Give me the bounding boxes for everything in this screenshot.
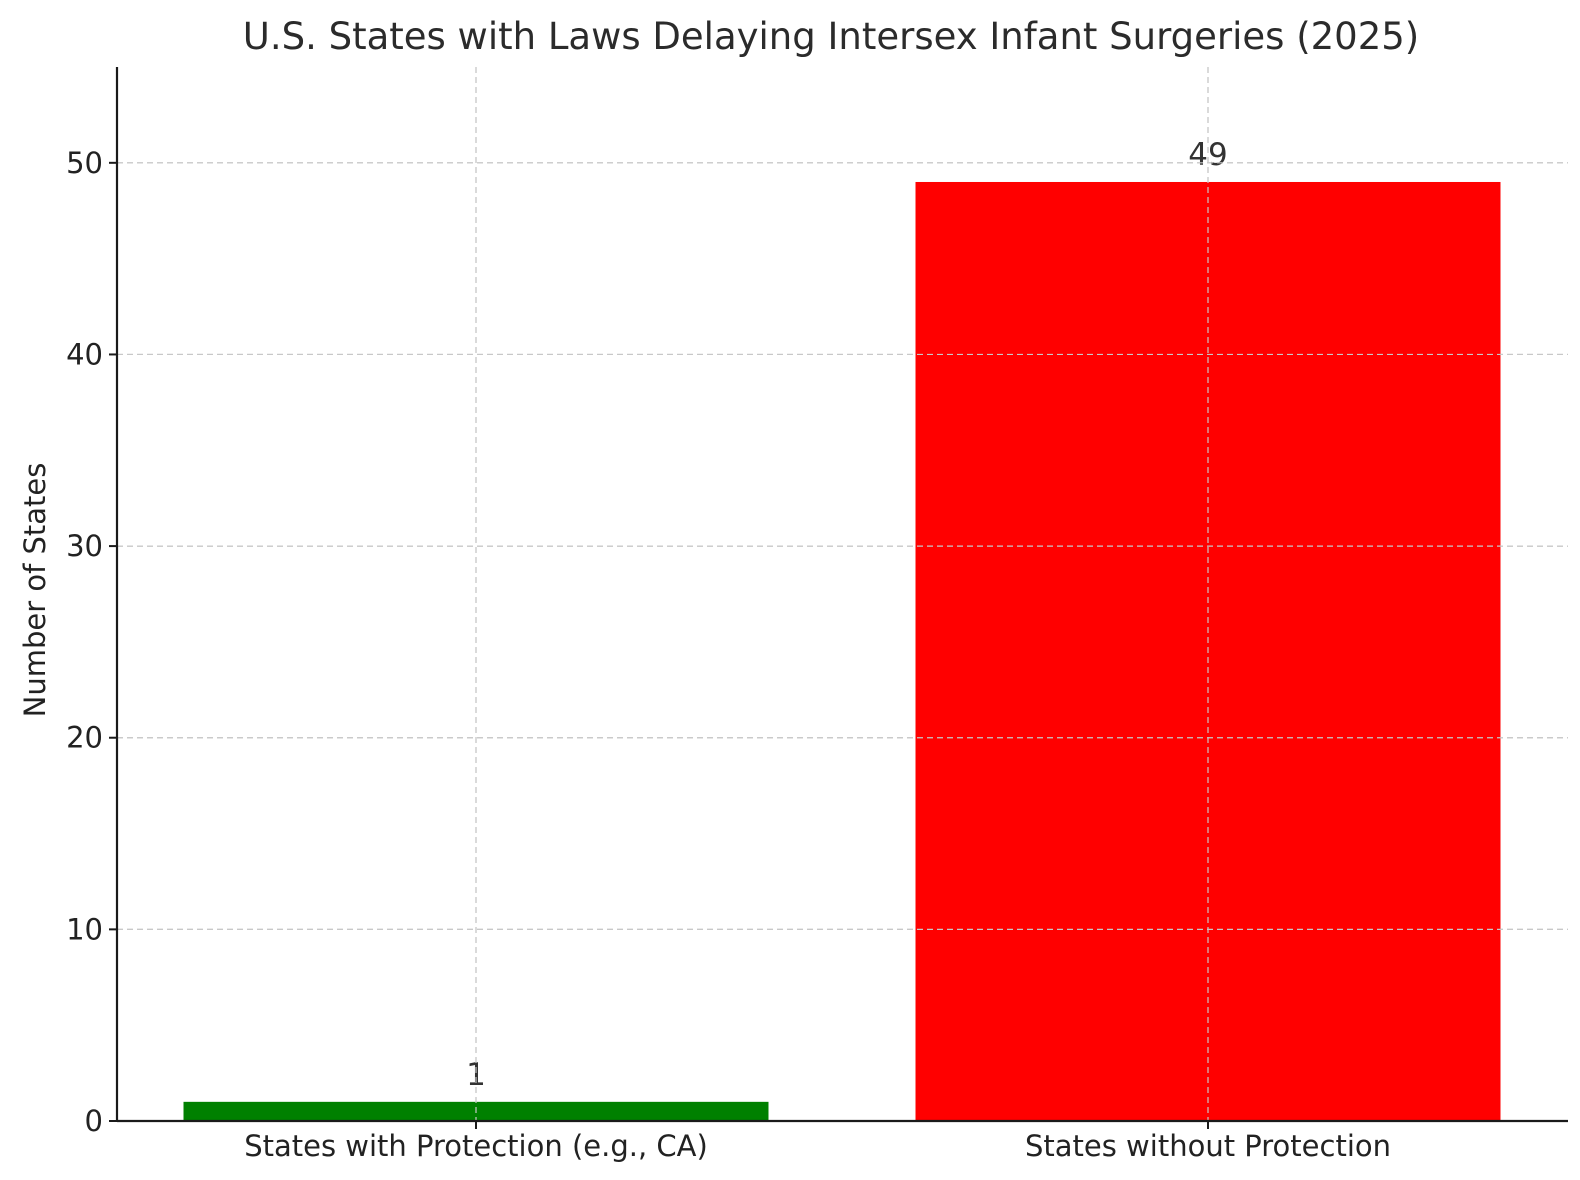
y-tick-label: 40: [66, 337, 103, 371]
y-tick-label: 0: [85, 1104, 103, 1138]
ticks: 0 10 20 30 40 50 States with Protection (e.g.,…: [66, 146, 1391, 1163]
bar-value-label: 1: [466, 1057, 486, 1093]
y-tick-label: 20: [66, 721, 103, 755]
value-labels: 149: [117, 67, 1568, 1121]
y-axis-label: Number of States: [18, 463, 52, 718]
chart-title: U.S. States with Laws Delaying Intersex …: [243, 15, 1420, 58]
x-tick-label: States without Protection: [1025, 1129, 1391, 1163]
y-tick-label: 10: [66, 912, 103, 946]
y-tick-label: 30: [66, 529, 103, 563]
y-tick-label: 50: [66, 146, 103, 180]
x-tick-label: States with Protection (e.g., CA): [244, 1129, 708, 1163]
axes: [115, 67, 1568, 1123]
bars: [183, 181, 1501, 1121]
